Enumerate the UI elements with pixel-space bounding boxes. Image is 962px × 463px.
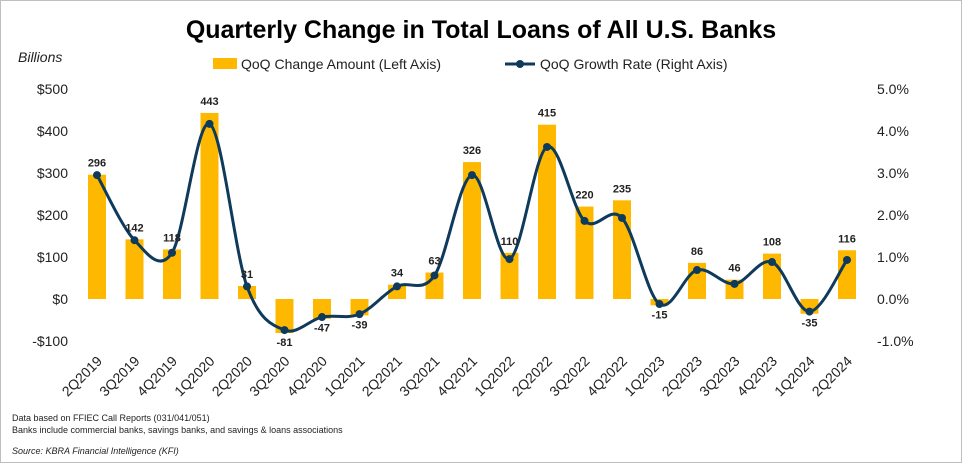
legend-line-marker bbox=[516, 60, 524, 68]
growth-rate-point bbox=[280, 326, 289, 335]
data-label: 46 bbox=[728, 263, 740, 275]
growth-rate-point bbox=[655, 300, 664, 309]
left-axis-unit-label: Billions bbox=[18, 49, 62, 65]
data-label: 108 bbox=[763, 237, 781, 249]
growth-rate-point bbox=[130, 236, 139, 245]
data-label: 110 bbox=[501, 236, 519, 248]
x-tick-label: 2Q2021 bbox=[359, 353, 406, 400]
growth-rate-point bbox=[843, 255, 851, 264]
x-tick-label: 1Q2021 bbox=[321, 353, 368, 400]
data-label: 296 bbox=[88, 158, 106, 170]
x-tick-label: 2Q2024 bbox=[809, 353, 856, 400]
right-tick-label: 2.0% bbox=[877, 207, 909, 223]
growth-rate-point bbox=[430, 271, 439, 280]
right-tick-label: 1.0% bbox=[877, 249, 909, 265]
growth-rate-point bbox=[580, 216, 589, 225]
growth-rate-point bbox=[93, 171, 101, 180]
data-label: -35 bbox=[802, 318, 818, 330]
data-label: 63 bbox=[428, 256, 440, 268]
bar bbox=[125, 239, 144, 299]
x-tick-label: 3Q2021 bbox=[396, 353, 443, 400]
x-tick-label: 4Q2023 bbox=[734, 353, 781, 400]
bar bbox=[88, 174, 106, 299]
growth-rate-point bbox=[168, 248, 176, 257]
data-label: 326 bbox=[463, 145, 481, 157]
bar bbox=[313, 299, 331, 319]
x-tick-label: 1Q2022 bbox=[471, 353, 518, 400]
bar bbox=[575, 206, 594, 299]
bar bbox=[200, 112, 219, 299]
left-tick-label: $500 bbox=[37, 81, 68, 97]
bar bbox=[500, 252, 519, 299]
x-tick-label: 4Q2019 bbox=[134, 353, 181, 400]
x-tick-label: 4Q2022 bbox=[584, 353, 631, 400]
bar bbox=[275, 299, 294, 334]
left-tick-label: $200 bbox=[37, 207, 68, 223]
data-label: -81 bbox=[277, 337, 293, 349]
right-tick-label: -1.0% bbox=[877, 333, 914, 349]
growth-rate-point bbox=[205, 119, 214, 128]
bar bbox=[838, 250, 856, 299]
growth-rate-point bbox=[468, 171, 476, 180]
data-label: -39 bbox=[352, 319, 368, 331]
x-tick-label: 2Q2019 bbox=[59, 353, 106, 400]
growth-rate-point bbox=[693, 266, 701, 275]
legend-bar-label: QoQ Change Amount (Left Axis) bbox=[241, 56, 441, 72]
data-label: 31 bbox=[241, 269, 253, 281]
left-tick-label: $400 bbox=[37, 123, 68, 139]
left-tick-label: $300 bbox=[37, 165, 68, 181]
data-label: 118 bbox=[163, 232, 181, 244]
x-tick-label: 3Q2023 bbox=[696, 353, 743, 400]
x-tick-label: 1Q2023 bbox=[621, 353, 668, 400]
data-label: -15 bbox=[652, 309, 668, 321]
data-label: 235 bbox=[613, 183, 631, 195]
x-tick-label: 3Q2020 bbox=[246, 353, 293, 400]
data-label: -47 bbox=[314, 323, 330, 335]
growth-rate-point bbox=[768, 258, 776, 267]
bar bbox=[538, 124, 556, 299]
growth-rate-point bbox=[355, 310, 364, 319]
x-tick-label: 1Q2024 bbox=[771, 353, 818, 400]
x-tick-label: 4Q2021 bbox=[434, 353, 481, 400]
data-label: 142 bbox=[125, 222, 143, 234]
chart-title: Quarterly Change in Total Loans of All U… bbox=[186, 16, 776, 44]
data-label: 86 bbox=[691, 246, 703, 258]
x-tick-label: 1Q2020 bbox=[171, 353, 218, 400]
legend: QoQ Change Amount (Left Axis) QoQ Growth… bbox=[213, 56, 728, 72]
growth-rate-point bbox=[318, 313, 326, 322]
legend-bar-swatch bbox=[213, 58, 237, 69]
growth-rate-point bbox=[243, 282, 251, 291]
data-label: 415 bbox=[538, 108, 556, 120]
left-tick-label: -$100 bbox=[32, 333, 68, 349]
x-tick-label: 2Q2022 bbox=[509, 353, 556, 400]
source-note: Source: KBRA Financial Intelligence (KFI… bbox=[12, 446, 179, 456]
right-tick-label: 4.0% bbox=[877, 123, 909, 139]
growth-rate-point bbox=[543, 142, 551, 151]
x-tick-label: 2Q2023 bbox=[659, 353, 706, 400]
growth-rate-point bbox=[730, 279, 739, 288]
x-tick-label: 2Q2020 bbox=[209, 353, 256, 400]
growth-rate-point bbox=[618, 213, 626, 222]
data-label: 116 bbox=[838, 233, 856, 245]
growth-rate-point bbox=[805, 307, 814, 316]
data-label: 34 bbox=[391, 268, 404, 280]
right-tick-label: 0.0% bbox=[877, 291, 909, 307]
x-tick-label: 3Q2022 bbox=[546, 353, 593, 400]
right-tick-label: 5.0% bbox=[877, 81, 909, 97]
x-tick-label: 4Q2020 bbox=[284, 353, 331, 400]
left-tick-label: $100 bbox=[37, 249, 68, 265]
growth-rate-point bbox=[505, 255, 514, 264]
note-1: Data based on FFIEC Call Reports (031/04… bbox=[12, 413, 210, 423]
data-label: 220 bbox=[575, 190, 593, 202]
data-label: 443 bbox=[200, 96, 218, 108]
left-tick-label: $0 bbox=[52, 291, 68, 307]
bar bbox=[463, 162, 481, 299]
right-tick-label: 3.0% bbox=[877, 165, 909, 181]
growth-rate-point bbox=[393, 282, 401, 291]
bar bbox=[163, 249, 181, 299]
x-tick-label: 3Q2019 bbox=[96, 353, 143, 400]
legend-line-label: QoQ Growth Rate (Right Axis) bbox=[540, 56, 728, 72]
note-2: Banks include commercial banks, savings … bbox=[12, 425, 343, 435]
